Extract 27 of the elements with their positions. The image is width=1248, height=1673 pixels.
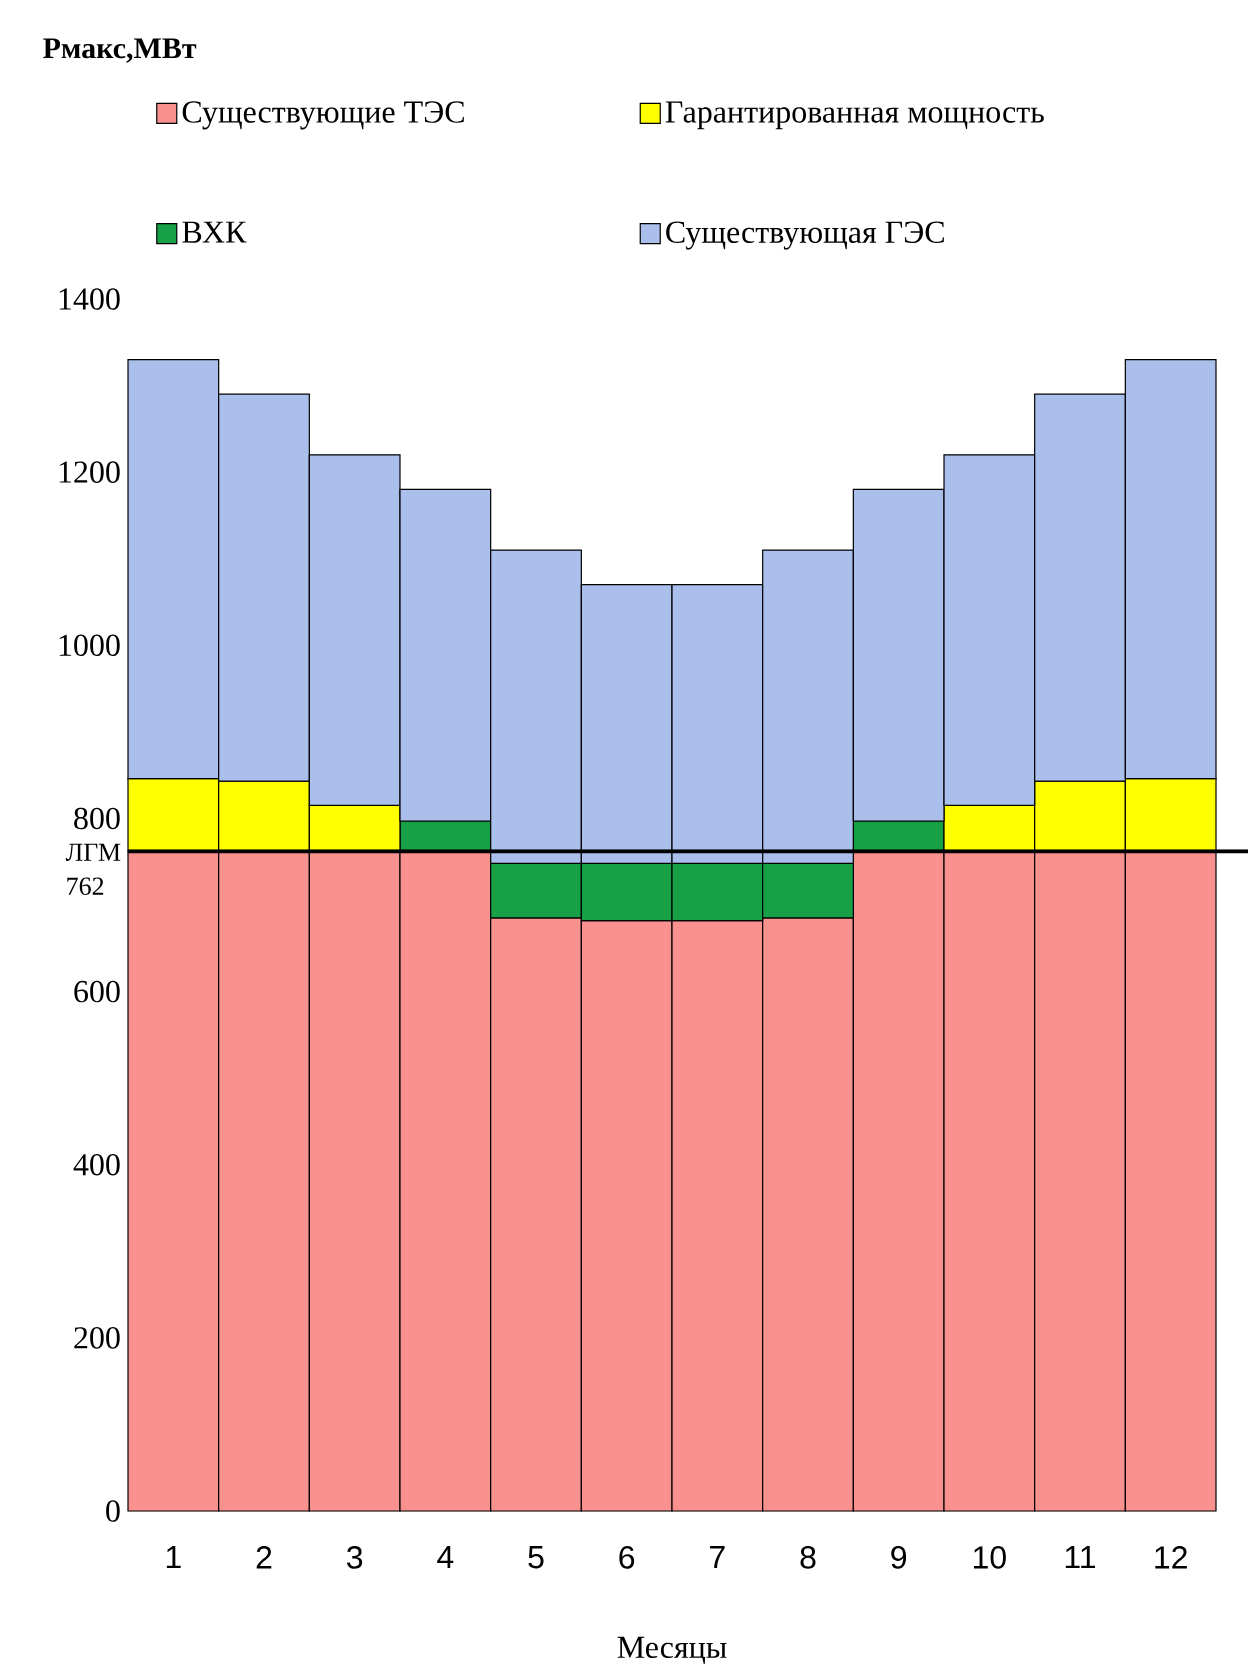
y-tick-label: 400 bbox=[73, 1153, 120, 1176]
y-tick-label: 200 bbox=[74, 1327, 120, 1349]
x-tick-label: 10 bbox=[973, 1546, 1006, 1569]
legend-label: Гарантированная мощность bbox=[665, 101, 1044, 130]
x-tick-label: 8 bbox=[800, 1546, 816, 1569]
y-tick-label: 0 bbox=[106, 1500, 120, 1522]
x-tick-label: 7 bbox=[710, 1546, 725, 1569]
ref-line-label: ЛГМ 762 bbox=[65, 843, 121, 895]
x-tick-label: 11 bbox=[1065, 1546, 1096, 1569]
x-tick-label: 3 bbox=[347, 1546, 363, 1569]
x-tick-label: 12 bbox=[1155, 1546, 1187, 1569]
y-tick-label: 1000 bbox=[59, 634, 120, 657]
x-tick-label: 6 bbox=[619, 1546, 635, 1569]
x-tick-label: 4 bbox=[437, 1546, 454, 1569]
x-tick-label: 2 bbox=[256, 1546, 272, 1569]
legend-label: Существующие ТЭС bbox=[182, 101, 464, 130]
legend-label: Существующая ГЭС bbox=[666, 221, 944, 250]
y-tick-label: 1200 bbox=[59, 461, 120, 483]
text: Рмакс,МВт bbox=[43, 38, 197, 63]
x-tick-label: 5 bbox=[528, 1546, 544, 1569]
y-tick-label: 1400 bbox=[59, 288, 120, 310]
x-axis-title: Месяцы bbox=[617, 1636, 727, 1664]
x-tick-label: 9 bbox=[891, 1546, 907, 1569]
legend-label: ВХК bbox=[182, 221, 247, 243]
y-tick-label: 800 bbox=[74, 807, 120, 830]
y-tick-label: 600 bbox=[74, 980, 120, 1003]
x-tick-label: 1 bbox=[166, 1546, 181, 1569]
